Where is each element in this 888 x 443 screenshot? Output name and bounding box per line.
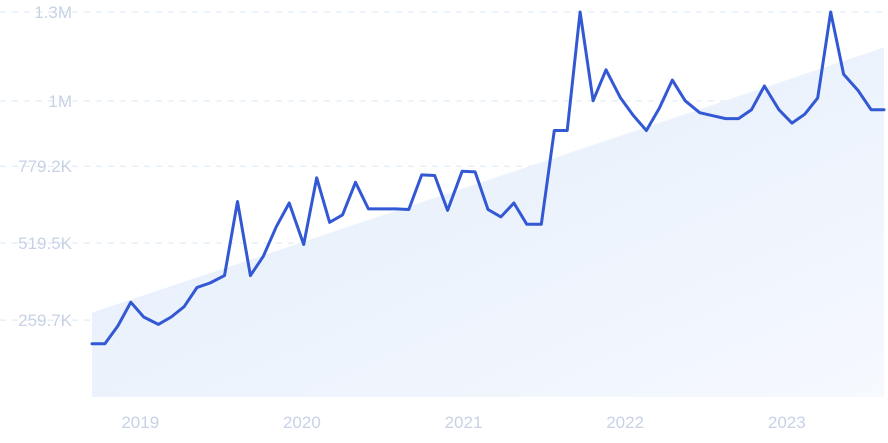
- x-tick-label: 2021: [445, 413, 483, 432]
- x-axis-ticks: 2019 2020 2021 2022 2023: [121, 413, 805, 432]
- y-axis-ticks: 259.7K 519.5K 779.2K 1M 1.3M: [18, 3, 73, 330]
- x-tick-label: 2023: [768, 413, 806, 432]
- x-tick-label: 2022: [606, 413, 644, 432]
- y-tick-label: 259.7K: [18, 311, 73, 330]
- y-tick-label: 779.2K: [18, 157, 73, 176]
- y-tick-label: 1.3M: [34, 3, 72, 22]
- y-tick-label: 1M: [48, 92, 72, 111]
- series-line: [90, 10, 886, 346]
- x-tick-label: 2020: [283, 413, 321, 432]
- y-tick-label: 519.5K: [18, 234, 73, 253]
- trend-area: [92, 47, 884, 398]
- x-tick-label: 2019: [121, 413, 159, 432]
